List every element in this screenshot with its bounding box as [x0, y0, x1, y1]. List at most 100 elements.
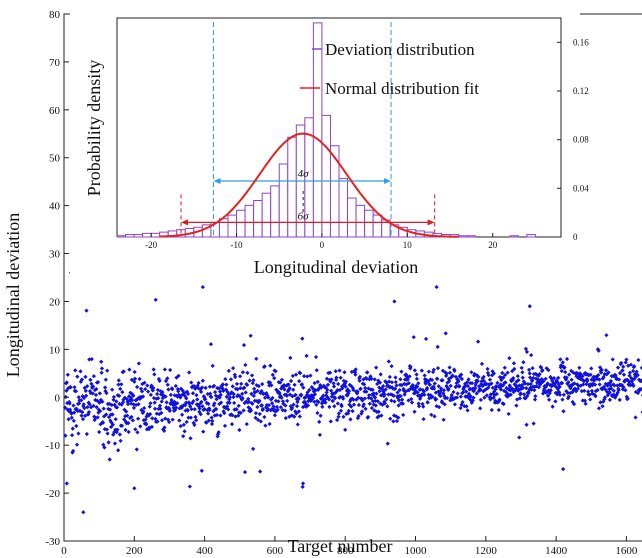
scatter-point: [325, 382, 331, 387]
scatter-point: [361, 402, 366, 407]
scatter-point: [416, 404, 422, 409]
scatter-point: [374, 365, 379, 370]
histogram-bar: [236, 209, 246, 238]
scatter-point: [251, 378, 256, 383]
scatter-point: [170, 401, 176, 406]
scatter-point: [528, 375, 533, 380]
scatter-point: [304, 353, 309, 358]
scatter-point: [432, 414, 437, 419]
inset-x-tick-label: 10: [403, 240, 413, 250]
scatter-point: [604, 389, 610, 394]
scatter-point: [200, 404, 205, 409]
scatter-point: [628, 382, 633, 388]
scatter-point: [182, 393, 188, 398]
scatter-point: [441, 417, 446, 422]
scatter-point: [64, 481, 69, 486]
scatter-point: [135, 430, 140, 435]
scatter-point: [255, 388, 260, 394]
scatter-point: [243, 390, 248, 395]
scatter-point: [565, 381, 570, 386]
inset-x-axis-title: Longitudinal deviation: [254, 257, 418, 277]
scatter-point: [165, 382, 170, 387]
scatter-point: [86, 410, 92, 415]
scatter-point: [110, 412, 115, 417]
scatter-point: [528, 385, 533, 390]
scatter-point: [364, 389, 369, 394]
scatter-point: [535, 380, 540, 385]
scatter-point: [135, 384, 140, 390]
scatter-point: [73, 368, 78, 373]
scatter-point: [478, 406, 483, 411]
scatter-point: [78, 369, 83, 374]
scatter-point: [165, 417, 171, 422]
scatter-point: [234, 407, 239, 412]
scatter-point: [120, 400, 126, 405]
scatter-point: [482, 395, 487, 400]
scatter-point: [206, 418, 211, 423]
scatter-point: [586, 389, 591, 394]
scatter-point: [272, 413, 278, 418]
scatter-point: [630, 376, 635, 382]
scatter-point: [608, 378, 614, 384]
scatter-point: [493, 387, 498, 392]
scatter-point: [249, 373, 255, 378]
scatter-point: [140, 394, 146, 399]
scatter-point: [556, 375, 561, 380]
scatter-point: [586, 373, 591, 378]
scatter-point: [159, 418, 165, 423]
scatter-point: [584, 377, 590, 382]
scatter-point: [359, 409, 365, 414]
scatter-point: [588, 397, 593, 402]
scatter-point: [352, 370, 358, 375]
scatter-point: [68, 385, 73, 390]
scatter-point: [251, 393, 256, 398]
scatter-point: [228, 377, 234, 382]
scatter-point: [497, 397, 502, 402]
scatter-point: [564, 375, 569, 380]
scatter-point: [116, 378, 121, 383]
scatter-point: [87, 389, 93, 394]
scatter-point: [159, 399, 164, 404]
scatter-point: [291, 387, 296, 392]
scatter-point: [80, 394, 85, 399]
scatter-point: [345, 411, 351, 416]
scatter-point: [366, 386, 371, 391]
scatter-point: [97, 391, 102, 396]
scatter-point: [373, 398, 378, 404]
scatter-point: [184, 396, 189, 401]
scatter-point: [147, 404, 152, 409]
scatter-point: [168, 367, 173, 373]
scatter-point: [151, 385, 156, 391]
scatter-point: [424, 377, 429, 383]
four-sigma-arrow-head-right: [384, 178, 392, 185]
scatter-point: [448, 398, 453, 403]
histogram-bar: [466, 235, 477, 238]
scatter-point: [298, 371, 303, 376]
scatter-point: [337, 368, 342, 373]
scatter-point: [152, 406, 158, 411]
scatter-point: [88, 377, 93, 382]
scatter-point: [187, 370, 192, 375]
scatter-point: [466, 377, 471, 382]
scatter-point: [569, 368, 574, 373]
scatter-point: [530, 366, 535, 371]
scatter-point: [327, 404, 332, 409]
scatter-point: [377, 380, 383, 385]
scatter-point: [91, 403, 96, 408]
scatter-point: [603, 368, 609, 373]
scatter-point: [574, 370, 579, 375]
scatter-point: [469, 370, 474, 375]
scatter-point: [327, 370, 333, 375]
histogram-bar: [218, 218, 229, 238]
scatter-point: [277, 391, 282, 396]
inset-x-tick-label: 20: [488, 240, 498, 250]
scatter-point: [585, 378, 590, 384]
scatter-point: [501, 401, 506, 407]
scatter-point: [83, 388, 88, 393]
scatter-point: [261, 391, 266, 396]
main-y-tick-label: 30: [49, 249, 61, 261]
scatter-point: [431, 367, 436, 372]
scatter-point: [608, 383, 613, 388]
main-y-tick-label: 50: [49, 153, 61, 165]
scatter-point: [527, 371, 532, 376]
